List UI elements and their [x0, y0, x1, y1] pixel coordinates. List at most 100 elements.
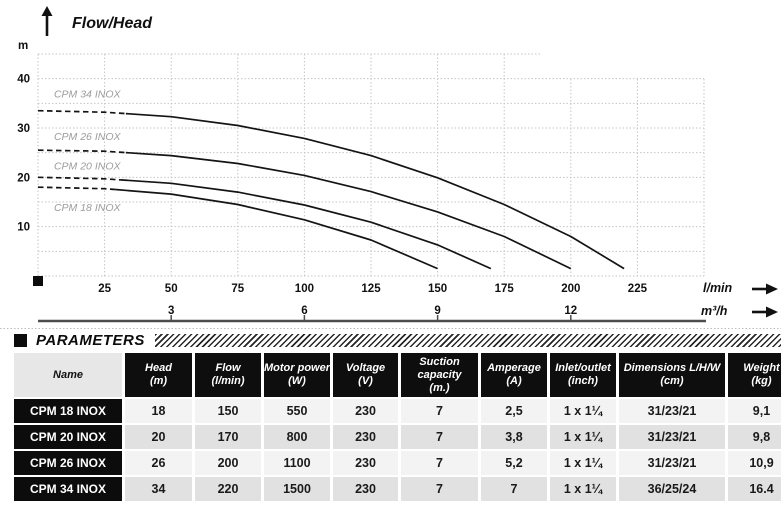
table-header-inlet-outlet: Inlet/outlet (inch) — [550, 353, 616, 397]
curve-label-cpm-18-inox: CPM 18 INOX — [54, 202, 122, 214]
header-unit: (inch) — [568, 375, 598, 387]
table-value-cell: 7 — [481, 477, 547, 501]
x2-tick-label: 6 — [301, 305, 307, 317]
header-unit: (kg) — [751, 375, 772, 387]
table-value-cell: 150 — [195, 399, 261, 423]
pump-curve-dashed-cpm-18-inox — [37, 186, 116, 191]
x-tick-label: 25 — [98, 283, 111, 295]
y-tick-label: 10 — [17, 222, 30, 234]
table-value-cell: 1 x 1¼ — [550, 399, 616, 423]
table-header-voltage: Voltage (V) — [333, 353, 398, 397]
x2-tick-mark — [303, 315, 306, 321]
curve-label-cpm-34-inox: CPM 34 INOX — [54, 88, 122, 100]
table-value-cell: 220 — [195, 477, 261, 501]
table-value-cell: 34 — [125, 477, 192, 501]
pump-curve-cpm-18-inox — [115, 188, 438, 270]
header-unit: (m.) — [429, 381, 450, 394]
table-value-cell: 7 — [401, 477, 478, 501]
table-value-cell: 230 — [333, 477, 398, 501]
table-value-cell: 20 — [125, 425, 192, 449]
parameters-section: PARAMETERS Name Head (m) Flow (l/min) Motor p… — [14, 332, 781, 501]
table-value-cell: 230 — [333, 399, 398, 423]
y-axis-unit-label: m — [18, 40, 29, 52]
header-label: Inlet/outlet — [555, 362, 611, 374]
table-header-amperage: Amperage (A) — [481, 353, 547, 397]
x2-tick-mark — [570, 315, 572, 321]
table-name-cell-cpm-20-inox: CPM 20 INOX — [14, 425, 122, 449]
x-tick-label: 150 — [428, 283, 447, 295]
table-value-cell: 7 — [401, 425, 478, 449]
y-tick-label: 20 — [17, 172, 30, 184]
curve-label-cpm-20-inox: CPM 20 INOX — [54, 160, 122, 172]
table-value-cell: 31/23/21 — [619, 451, 725, 475]
pump-curve-cpm-34-inox — [125, 112, 625, 270]
pump-curve-cpm-20-inox — [120, 179, 492, 270]
x2-tick-label: 3 — [168, 305, 174, 317]
table-value-cell: 1500 — [264, 477, 330, 501]
table-value-cell: 800 — [264, 425, 330, 449]
table-value-cell: 200 — [195, 451, 261, 475]
table-header-name: Name — [14, 353, 122, 397]
curve-label-cpm-26-inox: CPM 26 INOX — [54, 131, 122, 143]
x-axis-unit-lmin: l/min — [703, 281, 733, 295]
x-tick-label: 225 — [628, 283, 648, 295]
table-name-cell-cpm-34-inox: CPM 34 INOX — [14, 477, 122, 501]
header-unit: (W) — [288, 375, 306, 387]
table-value-cell: 1100 — [264, 451, 330, 475]
origin-square — [33, 276, 43, 286]
table-header-suction-capacity: Suction capacity (m.) — [401, 353, 478, 397]
table-name-cell-cpm-26-inox: CPM 26 INOX — [14, 451, 122, 475]
header-label: Flow — [215, 362, 241, 374]
x-tick-label: 50 — [165, 283, 178, 295]
x-tick-label: 125 — [361, 283, 381, 295]
chart-title: Flow/Head — [72, 15, 153, 32]
x2-tick-label: 12 — [564, 305, 577, 317]
table-value-cell: 5,2 — [481, 451, 547, 475]
table-value-cell: 10,9 — [728, 451, 781, 475]
header-label: Suction capacity — [417, 355, 462, 381]
table-value-cell: 26 — [125, 451, 192, 475]
x2-tick-mark — [436, 315, 439, 321]
hatch-stripe-band — [154, 334, 781, 347]
header-unit: (l/min) — [211, 375, 245, 387]
table-value-cell: 7 — [401, 451, 478, 475]
header-label: Amperage — [487, 362, 541, 374]
pump-curve-cpm-26-inox — [125, 151, 572, 270]
table-header-weight: Weight (kg) — [728, 353, 781, 397]
y-tick-label: 30 — [17, 123, 30, 135]
section-marker-square — [14, 334, 27, 347]
x-axis-unit-m3h: m³/h — [701, 304, 728, 318]
table-header-flow: Flow (l/min) — [195, 353, 261, 397]
x2-tick-label: 9 — [434, 305, 440, 317]
header-label: Weight — [743, 362, 780, 374]
header-unit: (cm) — [660, 375, 684, 387]
y-axis-arrow-icon — [41, 6, 53, 36]
pump-curve-dashed-cpm-26-inox — [37, 149, 126, 154]
table-value-cell: 3,8 — [481, 425, 547, 449]
table-header-motor-power: Motor power (W) — [264, 353, 330, 397]
table-value-cell: 36/25/24 — [619, 477, 725, 501]
x-tick-label: 100 — [295, 283, 314, 295]
table-value-cell: 9,8 — [728, 425, 781, 449]
table-value-cell: 170 — [195, 425, 261, 449]
table-value-cell: 2,5 — [481, 399, 547, 423]
header-label: Dimensions L/H/W — [623, 362, 721, 374]
table-value-cell: 7 — [401, 399, 478, 423]
y-tick-label: 40 — [17, 74, 30, 86]
flow-head-chart: 10 20 30 40 25 50 75 100 125 150 175 200 225 3 6 9 12 CPM… — [0, 6, 781, 329]
header-label: Name — [53, 368, 83, 381]
x2-tick-mark — [170, 315, 172, 321]
x-tick-label: 75 — [231, 283, 244, 295]
flow-head-chart-canvas: 10 20 30 40 25 50 75 100 125 150 175 200 225 3 6 9 12 CPM… — [0, 53, 781, 329]
table-header-head: Head (m) — [125, 353, 192, 397]
header-label: Head — [145, 362, 172, 374]
header-label: Voltage — [345, 362, 386, 374]
parameters-title: PARAMETERS — [36, 332, 145, 349]
table-value-cell: 18 — [125, 399, 192, 423]
table-value-cell: 1 x 1¼ — [550, 425, 616, 449]
table-value-cell: 1 x 1¼ — [550, 477, 616, 501]
pump-curve-dashed-cpm-20-inox — [37, 176, 121, 181]
header-unit: (m) — [149, 375, 168, 387]
x-tick-label: 175 — [495, 283, 515, 295]
header-unit: (V) — [358, 375, 373, 387]
